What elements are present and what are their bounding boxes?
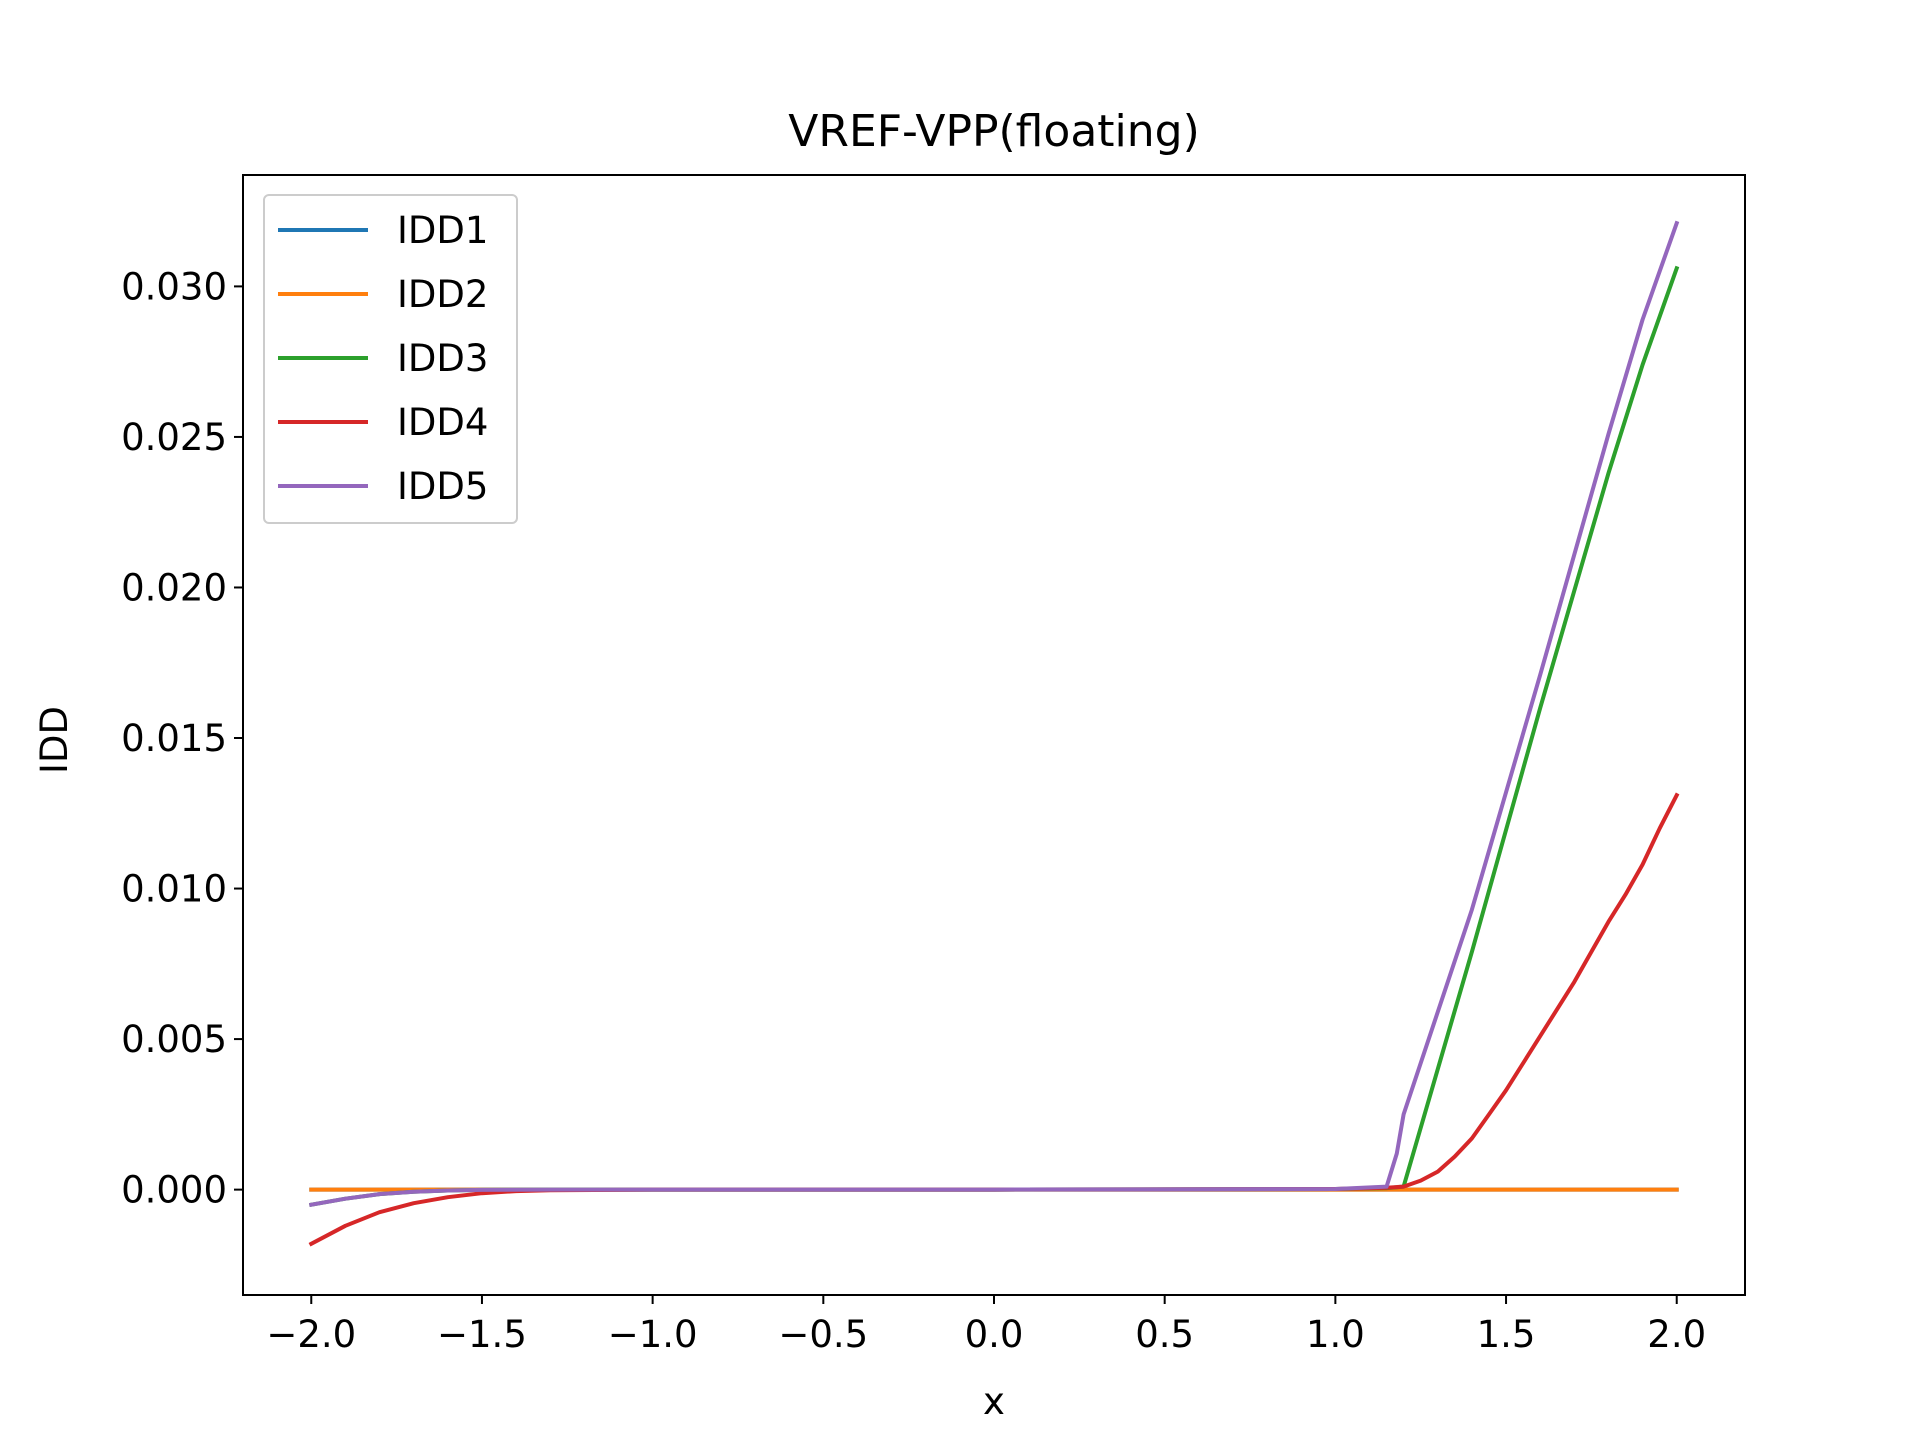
x-tick-label: 1.0 [1306,1313,1365,1356]
legend-label: IDD5 [397,465,488,508]
y-axis-label: IDD [33,706,76,774]
y-tick-label: 0.020 [121,566,227,609]
x-axis: −2.0 −1.5 −1.0 −0.5 0.0 0.5 1.0 1.5 2.0 [266,1295,1706,1356]
y-axis: 0.000 0.005 0.010 0.015 0.020 0.025 0.030 [121,265,243,1212]
x-tick-label: −1.0 [608,1313,698,1356]
legend-box [263,194,518,524]
x-tick-label: 0.5 [1135,1313,1194,1356]
x-tick-label: −1.5 [437,1313,527,1356]
y-tick-label: 0.010 [121,868,227,911]
legend: IDD1 IDD2 IDD3 IDD4 IDD5 [263,194,518,524]
legend-label: IDD1 [397,209,488,252]
y-tick-label: 0.015 [121,717,227,760]
x-tick-label: 2.0 [1647,1313,1706,1356]
series-line-idd4 [308,792,1680,1247]
x-tick-label: −0.5 [778,1313,868,1356]
chart-title: VREF-VPP(floating) [788,106,1199,157]
x-axis-label: x [983,1380,1005,1423]
y-tick-label: 0.030 [121,265,227,308]
legend-label: IDD2 [397,273,488,316]
series-line-idd5 [308,220,1680,1208]
legend-label: IDD4 [397,401,488,444]
legend-label: IDD3 [397,337,488,380]
y-tick-label: 0.005 [121,1018,227,1061]
x-tick-label: −2.0 [266,1313,356,1356]
y-tick-label: 0.000 [121,1169,227,1212]
x-tick-label: 1.5 [1477,1313,1536,1356]
y-tick-label: 0.025 [121,416,227,459]
x-tick-label: 0.0 [965,1313,1024,1356]
series-lines [308,220,1680,1247]
